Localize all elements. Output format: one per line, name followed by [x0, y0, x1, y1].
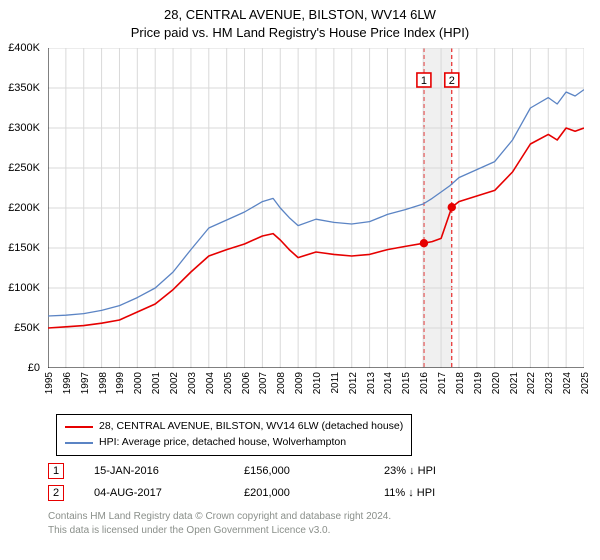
x-tick-label: 2006 [241, 372, 252, 394]
x-tick-label: 2010 [312, 372, 323, 394]
x-tick-label: 2001 [151, 372, 162, 394]
marker-delta: 23% ↓ HPI [384, 465, 494, 477]
x-tick-label: 2021 [509, 372, 520, 394]
chart-address: 28, CENTRAL AVENUE, BILSTON, WV14 6LW [0, 6, 600, 24]
y-tick-label: £0 [28, 362, 40, 374]
x-tick-label: 2014 [383, 372, 394, 394]
y-axis-labels: £0£50K£100K£150K£200K£250K£300K£350K£400… [0, 48, 44, 368]
x-tick-label: 2000 [133, 372, 144, 394]
x-tick-label: 2023 [544, 372, 555, 394]
x-tick-label: 1995 [44, 372, 55, 394]
legend-label-price: 28, CENTRAL AVENUE, BILSTON, WV14 6LW (d… [99, 419, 403, 435]
legend-swatch-hpi [65, 442, 93, 444]
x-tick-label: 1999 [115, 372, 126, 394]
y-tick-label: £400K [8, 42, 40, 54]
marker-price: £201,000 [244, 487, 354, 499]
x-tick-label: 1997 [80, 372, 91, 394]
svg-text:2: 2 [449, 75, 455, 87]
chart-subtitle: Price paid vs. HM Land Registry's House … [0, 24, 600, 42]
marker-table: 1 15-JAN-2016 £156,000 23% ↓ HPI 2 04-AUG-201… [48, 460, 494, 504]
x-tick-label: 2025 [580, 372, 591, 394]
x-tick-label: 1998 [98, 372, 109, 394]
y-tick-label: £150K [8, 242, 40, 254]
x-tick-label: 2008 [276, 372, 287, 394]
marker-price: £156,000 [244, 465, 354, 477]
x-tick-label: 2004 [205, 372, 216, 394]
x-tick-label: 2018 [455, 372, 466, 394]
x-tick-label: 2015 [401, 372, 412, 394]
svg-text:1: 1 [421, 75, 427, 87]
legend-row-price: 28, CENTRAL AVENUE, BILSTON, WV14 6LW (d… [65, 419, 403, 435]
marker-row: 1 15-JAN-2016 £156,000 23% ↓ HPI [48, 460, 494, 482]
marker-row: 2 04-AUG-2017 £201,000 11% ↓ HPI [48, 482, 494, 504]
x-tick-label: 2005 [223, 372, 234, 394]
marker-date: 04-AUG-2017 [94, 487, 214, 499]
y-tick-label: £300K [8, 122, 40, 134]
x-tick-label: 2022 [526, 372, 537, 394]
y-tick-label: £50K [14, 322, 40, 334]
legend-swatch-price [65, 426, 93, 428]
x-tick-label: 2019 [473, 372, 484, 394]
footer-line2: This data is licensed under the Open Gov… [48, 524, 391, 538]
y-tick-label: £100K [8, 282, 40, 294]
marker-date: 15-JAN-2016 [94, 465, 214, 477]
x-tick-label: 2024 [562, 372, 573, 394]
x-tick-label: 2011 [330, 372, 341, 394]
marker-badge: 2 [48, 485, 64, 501]
footer-line1: Contains HM Land Registry data © Crown c… [48, 510, 391, 524]
x-tick-label: 2017 [437, 372, 448, 394]
x-tick-label: 2020 [491, 372, 502, 394]
x-tick-label: 1996 [62, 372, 73, 394]
x-tick-label: 2009 [294, 372, 305, 394]
y-tick-label: £350K [8, 82, 40, 94]
chart-plot-area: 12 [48, 48, 584, 368]
chart-svg: 12 [48, 48, 584, 368]
chart-title-block: 28, CENTRAL AVENUE, BILSTON, WV14 6LW Pr… [0, 0, 600, 41]
y-tick-label: £200K [8, 202, 40, 214]
x-tick-label: 2007 [258, 372, 269, 394]
legend-box: 28, CENTRAL AVENUE, BILSTON, WV14 6LW (d… [56, 414, 412, 456]
legend-label-hpi: HPI: Average price, detached house, Wolv… [99, 435, 346, 451]
marker-badge: 1 [48, 463, 64, 479]
y-tick-label: £250K [8, 162, 40, 174]
x-tick-label: 2013 [366, 372, 377, 394]
chart-container: 28, CENTRAL AVENUE, BILSTON, WV14 6LW Pr… [0, 0, 600, 560]
x-tick-label: 2012 [348, 372, 359, 394]
x-tick-label: 2002 [169, 372, 180, 394]
marker-delta: 11% ↓ HPI [384, 487, 494, 499]
legend-row-hpi: HPI: Average price, detached house, Wolv… [65, 435, 403, 451]
x-axis-labels: 1995199619971998199920002001200220032004… [48, 372, 584, 412]
x-tick-label: 2003 [187, 372, 198, 394]
footer-attribution: Contains HM Land Registry data © Crown c… [48, 510, 391, 537]
x-tick-label: 2016 [419, 372, 430, 394]
